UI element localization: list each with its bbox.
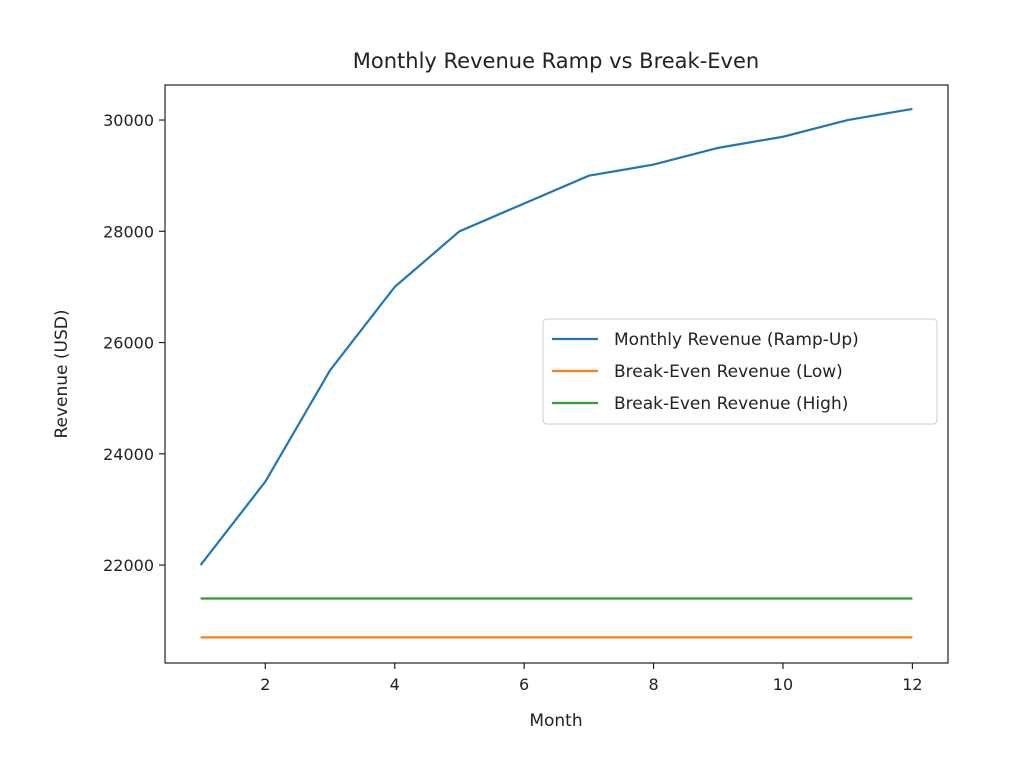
legend-label: Break-Even Revenue (Low) [614, 362, 843, 382]
x-tick-label: 10 [773, 675, 793, 694]
y-axis-label: Revenue (USD) [52, 309, 72, 438]
y-tick-label: 30000 [103, 111, 154, 130]
series-line-0 [199, 107, 913, 566]
legend-box [542, 318, 938, 425]
plot-frame [164, 84, 949, 664]
x-axis-label: Month [529, 711, 582, 731]
x-tick-label: 2 [260, 675, 270, 694]
y-tick-label: 28000 [103, 222, 154, 241]
legend-label: Break-Even Revenue (High) [614, 394, 848, 414]
legend-label: Monthly Revenue (Ramp-Up) [614, 330, 859, 350]
x-tick-label: 4 [390, 675, 400, 694]
y-tick-label: 24000 [103, 445, 154, 464]
x-tick-label: 6 [519, 675, 529, 694]
y-tick-label: 22000 [103, 556, 154, 575]
x-tick-label: 8 [648, 675, 658, 694]
chart-title: Monthly Revenue Ramp vs Break-Even [353, 49, 759, 73]
legend: Monthly Revenue (Ramp-Up) Break-Even Reve… [542, 318, 938, 425]
y-tick-label: 26000 [103, 334, 154, 353]
x-tick-label: 12 [902, 675, 922, 694]
